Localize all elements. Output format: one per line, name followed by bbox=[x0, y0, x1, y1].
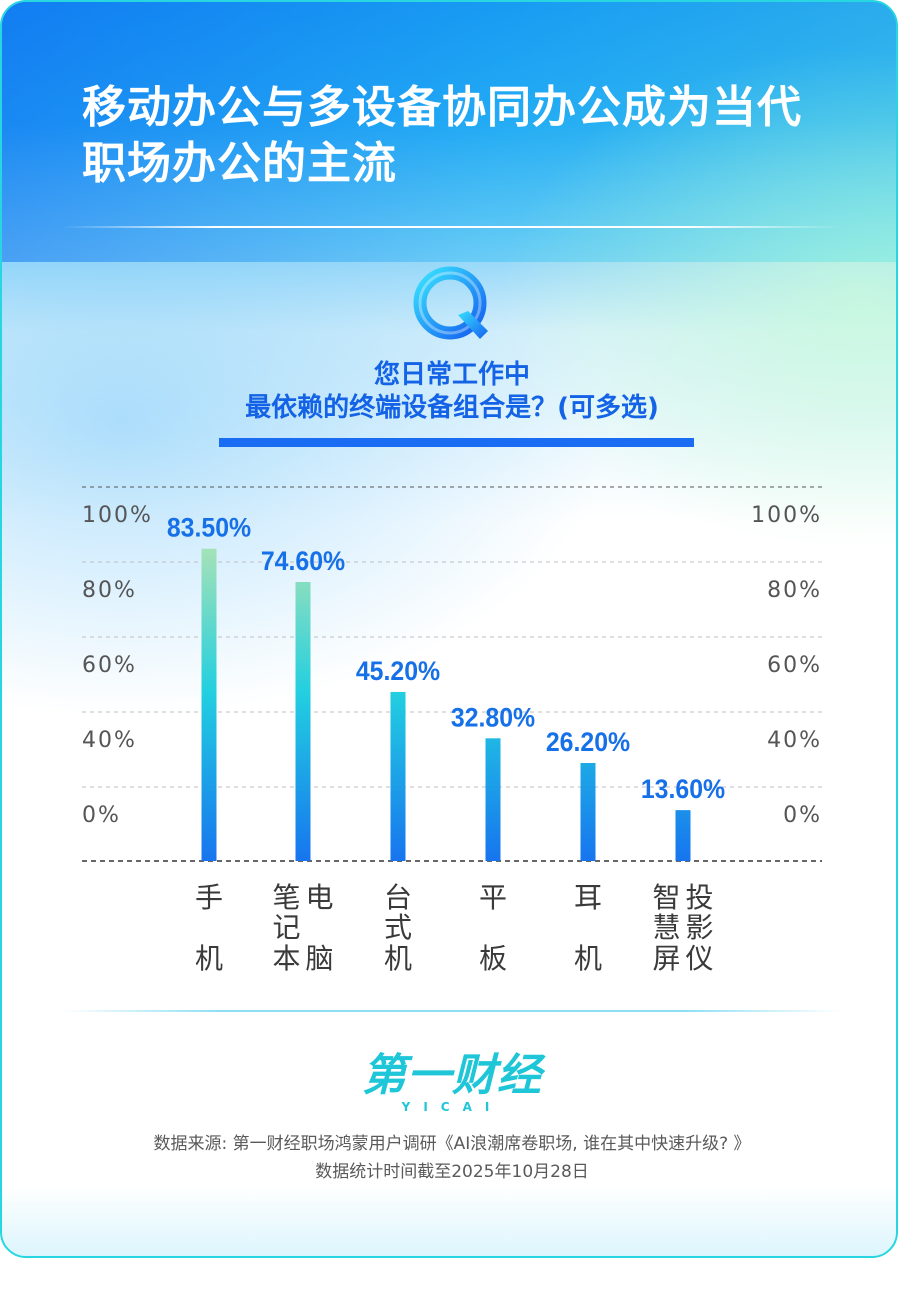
category-label-char: 耳 bbox=[574, 881, 602, 914]
category-label-char: 智 bbox=[652, 881, 680, 914]
tick-label-left: 40% bbox=[82, 728, 137, 753]
category-label-char: 慧 bbox=[652, 911, 680, 944]
category-label-char: 屏 bbox=[652, 942, 680, 975]
tick-label-right: 80% bbox=[767, 578, 822, 603]
bar bbox=[201, 548, 217, 861]
category-label-char: 手 bbox=[195, 881, 223, 914]
logo-subtext: YICAI bbox=[401, 1100, 503, 1114]
tick-label-right: 40% bbox=[767, 728, 822, 753]
category-label-char: 影 bbox=[685, 911, 713, 944]
value-label: 13.60% bbox=[641, 775, 725, 804]
tick-label-right: 0% bbox=[783, 803, 822, 828]
yicai-logo: 第一财经 YICAI bbox=[342, 1050, 562, 1116]
survey-question: 您日常工作中 最依赖的终端设备组合是？(可多选) bbox=[152, 359, 752, 425]
bottom-divider bbox=[62, 1010, 842, 1012]
tick-label-right: 60% bbox=[767, 653, 822, 678]
category-label-char: 脑 bbox=[305, 942, 333, 975]
category-label: 台式机 bbox=[384, 881, 412, 975]
bars bbox=[201, 548, 691, 861]
value-labels: 83.50% 74.60% 45.20% 32.80% 26.20% 13.60% bbox=[167, 514, 725, 805]
gridlines bbox=[82, 486, 822, 862]
infographic-card: 移动办公与多设备协同办公成为当代 职场办公的主流 您日常工作中 最依赖的终端设备… bbox=[0, 0, 898, 1258]
value-label: 83.50% bbox=[167, 514, 251, 543]
question-underline bbox=[219, 438, 694, 447]
logo-wordmark: 第一财经 bbox=[362, 1050, 542, 1101]
bar-chart: 100% 100% 80% 80% 60% 60% 40% 40% 0% 0% 83.50% 74.… bbox=[82, 486, 822, 975]
category-label-char: 机 bbox=[574, 942, 602, 975]
tick-label-left: 0% bbox=[82, 803, 121, 828]
title-line-2: 职场办公的主流 bbox=[82, 138, 397, 189]
category-label-char: 笔 bbox=[272, 881, 300, 914]
value-label: 32.80% bbox=[451, 703, 535, 732]
category-label-char: 机 bbox=[384, 942, 412, 975]
question-line-1: 您日常工作中 bbox=[373, 360, 530, 390]
source-line-1: 数据来源: 第一财经职场鸿蒙用户调研《AI浪潮席卷职场, 谁在其中快速升级? 》 bbox=[153, 1134, 751, 1154]
tick-label-right: 100% bbox=[751, 503, 822, 528]
bar bbox=[295, 581, 311, 861]
question-line-2: 最依赖的终端设备组合是？(可多选) bbox=[245, 393, 659, 423]
title-line-1: 移动办公与多设备协同办公成为当代 bbox=[82, 82, 802, 133]
category-label: 平板 bbox=[479, 881, 507, 975]
source-line-2: 数据统计时间截至2025年10月28日 bbox=[315, 1162, 589, 1182]
category-label-char: 记 bbox=[272, 911, 300, 944]
category-label-char: 台 bbox=[384, 881, 412, 914]
axis-tick-labels: 100% 100% 80% 80% 60% 60% 40% 40% 0% 0% bbox=[82, 503, 822, 828]
tick-label-left: 80% bbox=[82, 578, 137, 603]
category-label-char: 电 bbox=[305, 881, 333, 914]
tick-label-left: 100% bbox=[82, 503, 153, 528]
tick-label-left: 60% bbox=[82, 653, 137, 678]
page-title: 移动办公与多设备协同办公成为当代 职场办公的主流 bbox=[82, 80, 842, 192]
value-label: 74.60% bbox=[261, 547, 345, 576]
category-label-char: 投 bbox=[685, 881, 713, 914]
category-label-char: 平 bbox=[479, 881, 507, 914]
bar bbox=[675, 810, 691, 861]
value-label: 26.20% bbox=[546, 728, 630, 757]
category-label-char: 式 bbox=[384, 911, 412, 944]
category-label-char: 本 bbox=[272, 942, 300, 975]
question-bubble-icon bbox=[413, 266, 488, 340]
data-source-note: 数据来源: 第一财经职场鸿蒙用户调研《AI浪潮席卷职场, 谁在其中快速升级? 》… bbox=[52, 1130, 852, 1186]
bar bbox=[485, 738, 501, 861]
value-label: 45.20% bbox=[356, 657, 440, 686]
category-label-char: 机 bbox=[195, 942, 223, 975]
category-label: 耳机 bbox=[574, 881, 602, 975]
top-divider bbox=[62, 226, 842, 228]
bar bbox=[580, 763, 596, 861]
category-label-char: 仪 bbox=[685, 942, 713, 975]
category-label-char: 板 bbox=[479, 942, 507, 975]
category-label: 手机 bbox=[195, 881, 223, 975]
bar bbox=[390, 691, 406, 861]
